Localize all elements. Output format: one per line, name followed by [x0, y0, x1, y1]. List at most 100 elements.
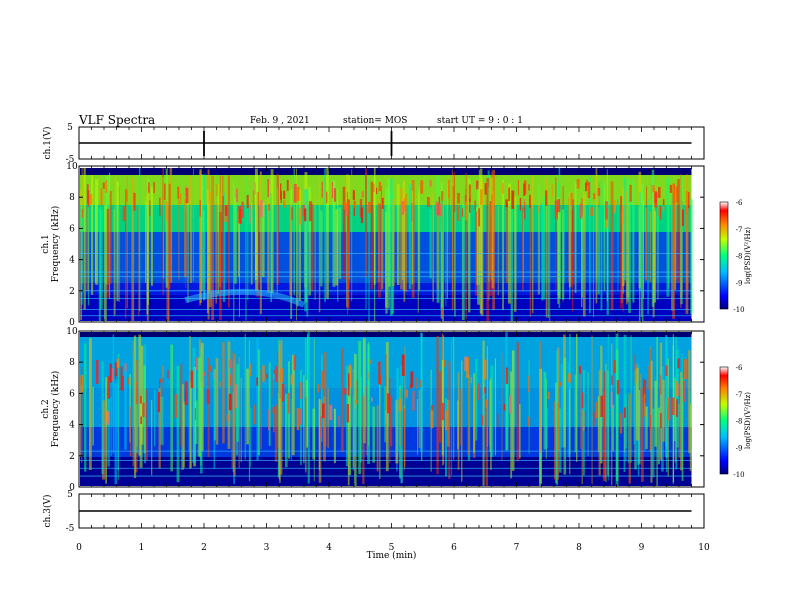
ch1-spectrogram-streak — [603, 183, 606, 291]
ch1-spectrogram-hotspot — [508, 187, 511, 202]
ch1-spectrogram-hotspot — [252, 190, 255, 210]
ch3-waveform-ylabel: ch.3(V) — [42, 495, 53, 528]
ch2-spectrogram-streak — [591, 335, 593, 485]
ch1-spectrogram-streak — [600, 180, 603, 311]
ch1-spectrogram-streak — [411, 190, 414, 285]
ch1-spectrogram-hotspot — [629, 184, 632, 203]
ch2-spectrogram-hotspot — [266, 373, 269, 379]
ch1-spectrogram-hotspot — [555, 206, 558, 220]
ch2-spectrogram-streak — [256, 338, 259, 461]
ch1-spectrogram-colorbar — [719, 201, 729, 310]
ch1-spectrogram-hotspot — [469, 198, 471, 213]
ch1-spectrogram-hotspot — [165, 201, 168, 221]
ch1-waveform-ytick-label: -5 — [66, 155, 75, 165]
ch1-spectrogram-streak — [261, 202, 265, 278]
ch2-spectrogram-streak — [188, 379, 190, 452]
ch2-spectrogram-streak — [638, 390, 641, 464]
ch2-spectrogram-hotspot — [273, 374, 275, 380]
ch2-spectrogram-streak — [569, 388, 571, 475]
ch2-spectrogram-streak — [641, 387, 644, 482]
ch1-spectrogram-streak — [557, 196, 559, 304]
ch2-spectrogram-hotspot — [505, 367, 509, 384]
ch2-spectrogram-streak — [510, 371, 513, 479]
ch2-spectrogram-hotspot — [683, 359, 687, 380]
ch2-spectrogram-hotspot — [648, 366, 650, 390]
ch2-spectrogram-streak — [231, 350, 233, 469]
ch2-spectrogram-hotspot — [109, 363, 112, 383]
ch1-spectrogram-hotspot — [411, 202, 413, 222]
ch1-spectrogram-hotspot — [538, 205, 540, 213]
ch2-spectrogram-hotspot — [208, 365, 212, 372]
ch2-spectrogram-streak — [623, 334, 626, 473]
ch1-spectrogram-hotspot — [484, 183, 487, 195]
ch2-spectrogram-streak — [581, 408, 583, 485]
ch1-spectrogram-streak — [145, 201, 147, 283]
ch2-spectrogram-hotspot — [600, 395, 603, 418]
ch1-spectrogram-streak — [351, 169, 353, 302]
ch1-spectrogram-streak — [531, 175, 534, 314]
ch2-spectrogram-hotspot — [401, 354, 405, 376]
ch1-spectrogram-streak — [169, 168, 173, 283]
ch1-spectrogram-streak — [632, 179, 635, 303]
ch1-spectrogram-ytick-label: 8 — [69, 193, 75, 203]
ch2-spectrogram-streak — [553, 401, 556, 480]
ch2-spectrogram-streak — [511, 350, 515, 471]
ch1-spectrogram-streak — [537, 200, 539, 295]
ch1-spectrogram-hotspot — [267, 179, 269, 198]
ch2-spectrogram-hotspot — [508, 395, 512, 414]
ch2-spectrogram-hotspot — [643, 393, 646, 417]
ch2-spectrogram-streak — [489, 380, 491, 452]
ch2-spectrogram-streak — [135, 359, 139, 447]
ch1-spectrogram-streak — [506, 203, 509, 284]
ch2-spectrogram-hotspot — [253, 404, 256, 425]
ch2-spectrogram-hotspot — [167, 369, 169, 379]
ch2-spectrogram-band — [80, 469, 692, 472]
ch1-spectrogram-ytick-label: 0 — [69, 318, 75, 328]
ch2-spectrogram-band — [80, 451, 692, 454]
ch2-spectrogram-streak — [107, 398, 110, 467]
ch1-spectrogram-hotspot — [286, 179, 289, 191]
ch1-spectrogram-hotspot — [149, 200, 151, 217]
ch2-spectrogram-streak — [649, 347, 651, 451]
ch1-spectrogram-streak — [429, 208, 432, 279]
ch2-spectrogram-hotspot — [235, 384, 238, 408]
x-tick-label: 6 — [451, 543, 457, 553]
x-tick-label: 3 — [264, 543, 270, 553]
ch1-spectrogram-colorbar-tick: -9 — [736, 279, 743, 287]
ch1-spectrogram-colorbar-tick: -8 — [736, 253, 743, 261]
ch1-spectrogram-streak — [574, 182, 577, 293]
ch2-spectrogram-streak — [396, 368, 399, 452]
ch1-spectrogram-hotspot — [378, 181, 381, 192]
ch2-spectrogram-hotspot — [204, 371, 206, 376]
ch1-spectrogram-streak — [138, 168, 141, 312]
ch2-spectrogram-streak — [305, 380, 308, 448]
ch1-spectrogram-hotspot — [528, 194, 531, 208]
ch1-spectrogram-streak — [150, 186, 153, 286]
ch1-spectrogram-streak — [320, 210, 323, 287]
ch2-spectrogram-hotspot — [329, 404, 333, 421]
ch2-spectrogram-hotspot — [120, 366, 123, 391]
ch1-spectrogram-streak — [203, 174, 206, 301]
ch2-spectrogram-streak — [277, 392, 280, 478]
ch2-spectrogram-streak — [467, 356, 470, 456]
ch1-spectrogram-streak — [568, 191, 572, 288]
ch1-spectrogram-hotspot — [659, 205, 662, 220]
ch2-spectrogram-hotspot — [528, 375, 530, 393]
ch2-spectrogram-hotspot — [107, 375, 111, 399]
ch1-spectrogram-hotspot — [100, 188, 103, 206]
ch2-spectrogram-hotspot — [159, 378, 163, 383]
ch2-spectrogram-streak — [318, 398, 320, 471]
ch2-spectrogram-hotspot — [431, 405, 433, 411]
ch1-spectrogram-hotspot — [342, 203, 345, 224]
ch2-spectrogram-hotspot — [410, 371, 414, 388]
ch1-spectrogram-band — [80, 316, 692, 319]
ch1-spectrogram-hotspot — [593, 193, 596, 200]
ch2-spectrogram-streak — [260, 369, 262, 450]
ch1-spectrogram-streak — [606, 169, 608, 302]
ch2-spectrogram-band — [80, 478, 692, 481]
ch2-spectrogram-band — [80, 343, 692, 346]
ch2-spectrogram-streak — [367, 344, 371, 464]
ch2-spectrogram-hotspot — [485, 399, 488, 408]
ch2-spectrogram-streak — [366, 385, 368, 456]
ch1-spectrogram-channel-label: ch.1 — [41, 234, 51, 253]
